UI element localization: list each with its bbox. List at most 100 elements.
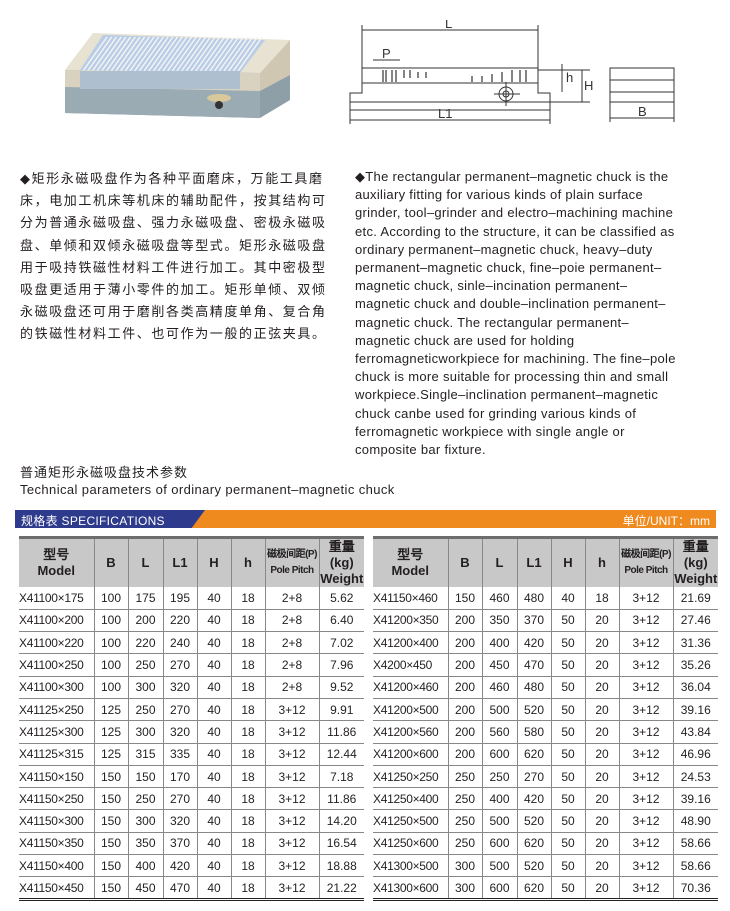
table-cell: X41200×460 (373, 676, 448, 699)
table-cell: 240 (162, 631, 197, 655)
table-cell: 3+12 (618, 609, 673, 633)
table-cell: 3+12 (618, 787, 673, 811)
paragraph-line: magnetic chuck, sinle–incination permane… (355, 278, 628, 294)
table-cell: X41250×600 (373, 832, 448, 856)
table-cell: 50 (550, 698, 585, 722)
table-cell: 500 (481, 698, 517, 722)
paragraph-line: 床，电加工机床等机床的辅助配件，按其结构可 (20, 193, 327, 209)
table-cell: 12.44 (318, 743, 364, 766)
pole-stripe (96, 36, 122, 72)
pole-stripe (157, 36, 183, 72)
table-cell: 18.88 (318, 854, 364, 878)
table-cell: 3+12 (618, 765, 673, 789)
table-cell: X41150×400 (19, 854, 94, 878)
paragraph-line: magnetic chuck and double–inclination pe… (355, 296, 666, 312)
table-cell: 18 (230, 743, 265, 766)
table-cell: 250 (447, 832, 482, 856)
table-cell: 600 (481, 876, 517, 900)
table-cell: 270 (162, 698, 197, 722)
table-row: X41100×220 100 220 240 40 18 2+8 7.02 (19, 631, 364, 655)
table-cell: 200 (127, 609, 163, 633)
table-cell: X41125×300 (19, 720, 94, 744)
dim-label-L1: L1 (438, 106, 452, 121)
table-cell: 250 (447, 787, 482, 811)
table-cell: 9.91 (318, 698, 364, 722)
table-cell: 320 (162, 720, 197, 744)
dim-label-P: P (382, 46, 391, 61)
table-cell: 200 (447, 676, 482, 699)
pole-stripe (105, 36, 132, 72)
dim-label-H: H (584, 78, 593, 93)
col-l: L (481, 537, 517, 587)
table-cell: 250 (481, 765, 517, 789)
table-cell: 150 (447, 587, 482, 610)
table-cell: 125 (93, 720, 128, 744)
table-cell: 40 (196, 698, 231, 722)
table-row: X41100×200 100 200 220 40 18 2+8 6.40 (19, 609, 364, 633)
table-row: X41100×175 100 175 195 40 18 2+8 5.62 (19, 587, 364, 610)
col-l1: L1 (162, 537, 197, 587)
table-cell: 50 (550, 676, 585, 699)
table-cell: 3+12 (264, 832, 319, 856)
table-cell: 100 (93, 631, 128, 655)
table-row: X41150×250 150 250 270 40 18 3+12 11.86 (19, 787, 364, 811)
table-cell: 20 (584, 876, 619, 900)
table-cell: X41125×250 (19, 698, 94, 722)
table-row: X41125×300 125 300 320 40 18 3+12 11.86 (19, 720, 364, 744)
heading-chinese: 普通矩形永磁吸盘技术参数 (20, 465, 189, 480)
table-cell: 18 (230, 609, 265, 633)
table-cell: 300 (127, 720, 163, 744)
table-cell: X41300×600 (373, 876, 448, 900)
table-cell: 58.66 (672, 832, 718, 856)
table-cell: 18 (230, 676, 265, 699)
pole-stripe (166, 36, 193, 72)
table-row: X41125×315 125 315 335 40 18 3+12 12.44 (19, 743, 364, 766)
table-cell: 3+12 (618, 832, 673, 856)
table-cell: 3+12 (264, 720, 319, 744)
table-cell: 50 (550, 876, 585, 900)
table-cell: 21.69 (672, 587, 718, 610)
table-cell: X41200×350 (373, 609, 448, 633)
table-cell: 420 (516, 631, 551, 655)
table-cell: 470 (516, 653, 551, 677)
table-cell: X41150×150 (19, 765, 94, 789)
pole-stripe (228, 36, 254, 72)
dim-label-B: B (638, 104, 647, 119)
table-cell: 3+12 (618, 698, 673, 722)
pole-stripe (152, 36, 179, 72)
table-cell: 400 (481, 631, 517, 655)
table-cell: 24.53 (672, 765, 718, 789)
pole-stripe (171, 36, 197, 72)
table-cell: 620 (516, 743, 551, 766)
table-cell: 40 (196, 653, 231, 677)
col-model: 型号 Model (37, 547, 76, 578)
table-cell: 14.20 (318, 809, 364, 833)
table-cell: 50 (550, 765, 585, 789)
table-cell: 18 (584, 587, 619, 610)
table-cell: 20 (584, 809, 619, 833)
table-cell: 150 (93, 809, 128, 833)
table-cell: 2+8 (264, 676, 319, 699)
chuck-dimension-diagram: L P h H L1 B (349, 20, 675, 124)
table-cell: 520 (516, 854, 551, 878)
table-cell: 18 (230, 854, 265, 878)
table-cell: 200 (447, 743, 482, 766)
table-cell: 250 (447, 809, 482, 833)
table-cell: 620 (516, 832, 551, 856)
table-cell: 20 (584, 832, 619, 856)
pole-stripe (115, 36, 141, 72)
banner-title: 规格表 SPECIFICATIONS (21, 514, 165, 528)
table-cell: 520 (516, 698, 551, 722)
table-cell: 480 (516, 587, 551, 610)
table-cell: 3+12 (618, 676, 673, 699)
pole-stripe (129, 36, 155, 72)
table-cell: X41200×600 (373, 743, 448, 766)
table-cell: 43.84 (672, 720, 718, 744)
table-cell: 400 (127, 854, 163, 878)
table-cell: 500 (481, 854, 517, 878)
pole-stripe (223, 36, 249, 72)
table-cell: 5.62 (318, 587, 364, 610)
paragraph-line: permanent–magnetic chuck, fine–poie perm… (355, 260, 662, 276)
table-cell: 100 (93, 653, 128, 677)
intro-english: ◆The rectangular permanent–magnetic chuc… (355, 168, 715, 459)
